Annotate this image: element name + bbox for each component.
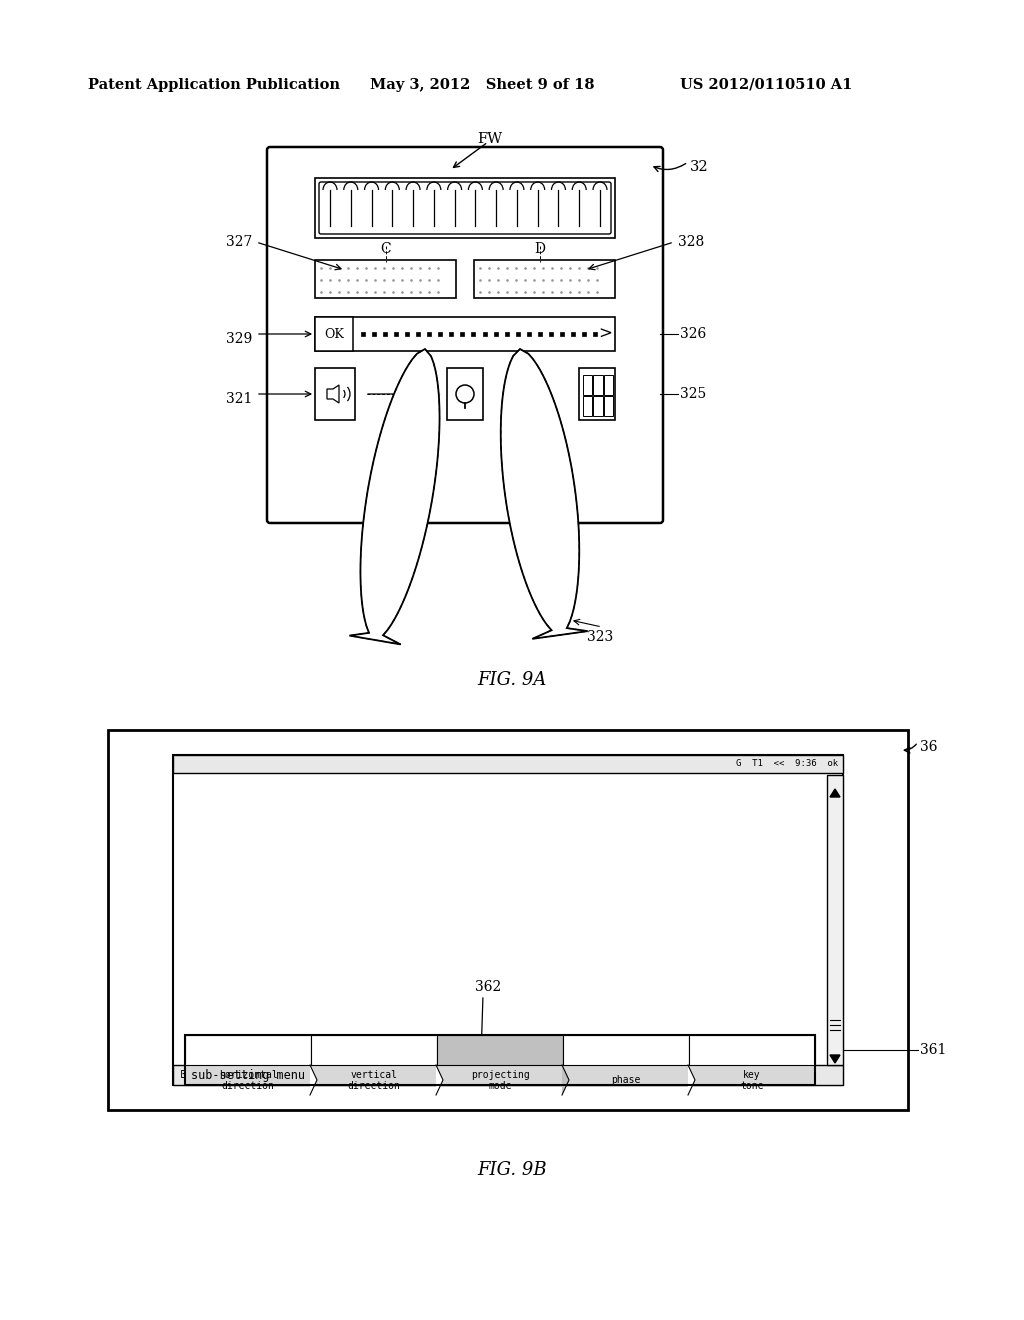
Polygon shape xyxy=(501,348,588,639)
Bar xyxy=(604,375,613,395)
Polygon shape xyxy=(830,1055,840,1063)
Text: 329: 329 xyxy=(225,333,252,346)
Bar xyxy=(560,333,564,337)
Text: horizontal: horizontal xyxy=(219,1071,278,1080)
Bar xyxy=(185,1035,311,1065)
Bar xyxy=(173,1065,843,1085)
Bar xyxy=(593,333,597,337)
Text: May 3, 2012   Sheet 9 of 18: May 3, 2012 Sheet 9 of 18 xyxy=(370,78,595,92)
Text: 321: 321 xyxy=(225,392,252,407)
Text: 36: 36 xyxy=(920,741,938,754)
Text: D: D xyxy=(534,242,545,256)
Text: 32: 32 xyxy=(690,160,709,174)
FancyBboxPatch shape xyxy=(319,182,611,234)
Bar xyxy=(311,1035,437,1065)
Bar xyxy=(593,396,603,416)
Text: 327: 327 xyxy=(225,235,252,249)
Polygon shape xyxy=(349,348,439,644)
Polygon shape xyxy=(310,1065,317,1096)
Bar xyxy=(474,260,615,298)
Bar xyxy=(315,260,456,298)
Bar xyxy=(505,333,509,337)
Bar xyxy=(583,375,592,395)
Text: tone: tone xyxy=(740,1081,764,1092)
Bar xyxy=(461,333,465,337)
Bar xyxy=(516,333,519,337)
Bar xyxy=(315,368,355,420)
Bar xyxy=(494,333,498,337)
Bar xyxy=(526,333,530,337)
Text: OK: OK xyxy=(324,327,344,341)
Text: projecting: projecting xyxy=(471,1071,529,1080)
Text: C: C xyxy=(380,242,391,256)
Text: 362: 362 xyxy=(475,979,501,994)
Bar xyxy=(361,333,365,337)
Polygon shape xyxy=(688,1065,695,1096)
Bar xyxy=(438,333,442,337)
Bar xyxy=(549,333,553,337)
Bar xyxy=(538,333,542,337)
Text: ⊞: ⊞ xyxy=(180,1068,190,1081)
Text: direction: direction xyxy=(347,1081,400,1092)
Text: FIG. 9B: FIG. 9B xyxy=(477,1162,547,1179)
Text: G  T1  <<  9:36  ok: G T1 << 9:36 ok xyxy=(736,759,838,768)
Text: key: key xyxy=(743,1071,761,1080)
Text: 323: 323 xyxy=(587,630,613,644)
Bar xyxy=(383,333,387,337)
Bar xyxy=(579,368,615,420)
Bar xyxy=(427,333,431,337)
Bar xyxy=(185,1065,815,1085)
Polygon shape xyxy=(327,385,339,403)
Bar xyxy=(450,333,454,337)
Text: 361: 361 xyxy=(920,1043,946,1057)
Bar xyxy=(827,775,843,1065)
Text: >: > xyxy=(598,326,612,342)
Bar xyxy=(563,1035,689,1065)
Bar xyxy=(406,333,410,337)
Text: FIG. 9A: FIG. 9A xyxy=(477,671,547,689)
Polygon shape xyxy=(830,789,840,797)
Text: 326: 326 xyxy=(680,327,707,341)
Bar xyxy=(315,178,615,238)
Text: US 2012/0110510 A1: US 2012/0110510 A1 xyxy=(680,78,852,92)
Bar xyxy=(604,396,613,416)
Text: direction: direction xyxy=(221,1081,274,1092)
Bar xyxy=(173,755,843,1085)
Text: FW: FW xyxy=(477,132,503,147)
Polygon shape xyxy=(436,1065,443,1096)
Bar xyxy=(437,1035,563,1065)
Text: mode: mode xyxy=(488,1081,512,1092)
Bar xyxy=(482,333,486,337)
Bar xyxy=(471,333,475,337)
Text: vertical: vertical xyxy=(350,1071,397,1080)
Bar xyxy=(315,317,353,351)
Bar xyxy=(372,333,376,337)
Bar xyxy=(582,333,586,337)
Text: 325: 325 xyxy=(680,387,707,401)
Bar xyxy=(416,333,420,337)
Text: phase: phase xyxy=(611,1074,641,1085)
Text: sub-setting menu: sub-setting menu xyxy=(191,1068,305,1081)
Bar xyxy=(173,755,843,774)
Bar xyxy=(593,375,603,395)
Bar xyxy=(185,1035,815,1085)
FancyBboxPatch shape xyxy=(267,147,663,523)
Bar xyxy=(571,333,574,337)
Bar xyxy=(394,333,398,337)
Bar xyxy=(315,317,615,351)
Bar xyxy=(447,368,483,420)
Bar xyxy=(689,1035,815,1065)
Text: Patent Application Publication: Patent Application Publication xyxy=(88,78,340,92)
Bar xyxy=(108,730,908,1110)
Polygon shape xyxy=(562,1065,569,1096)
Bar xyxy=(583,396,592,416)
Text: 328: 328 xyxy=(678,235,705,249)
